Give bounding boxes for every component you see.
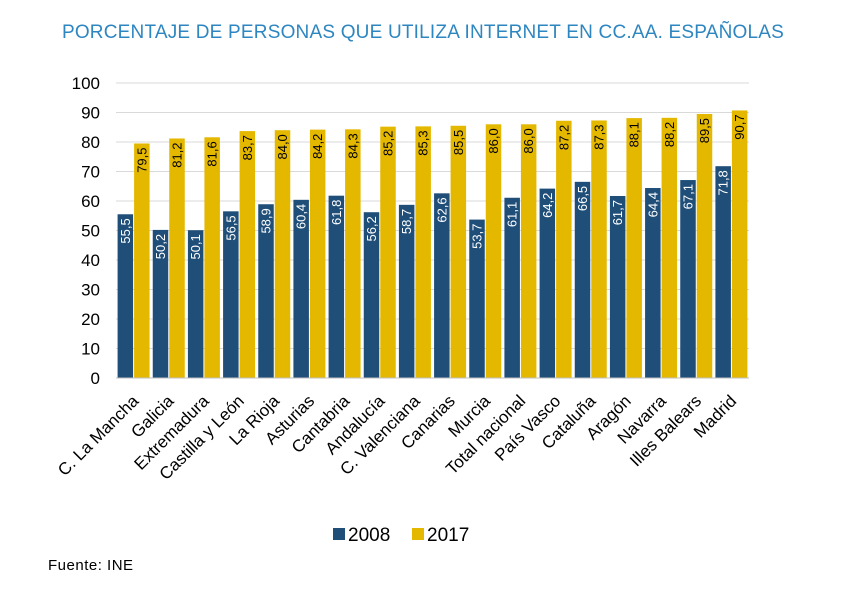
bar-2008 bbox=[398, 204, 415, 378]
data-label-2008: 64,4 bbox=[645, 192, 660, 217]
bar-2008 bbox=[363, 212, 380, 378]
data-label-2008: 71,8 bbox=[716, 170, 731, 195]
bar-2008 bbox=[539, 188, 556, 378]
data-label-2008: 66,5 bbox=[575, 186, 590, 211]
data-label-2008: 64,2 bbox=[540, 193, 555, 218]
bar-2017 bbox=[626, 118, 642, 378]
bar-2017 bbox=[380, 126, 396, 378]
data-label-2017: 84,3 bbox=[345, 133, 360, 158]
data-label-2017: 85,3 bbox=[416, 130, 431, 155]
bar-2008 bbox=[117, 214, 134, 378]
data-label-2017: 85,2 bbox=[381, 131, 396, 156]
bar-2017 bbox=[591, 120, 607, 378]
legend-swatch-2008 bbox=[333, 528, 345, 540]
x-tick-label: C. La Mancha bbox=[54, 391, 143, 480]
data-label-2008: 50,2 bbox=[153, 234, 168, 259]
data-label-2017: 84,0 bbox=[275, 134, 290, 159]
bar-2008 bbox=[223, 211, 239, 378]
chart-title: PORCENTAJE DE PERSONAS QUE UTILIZA INTER… bbox=[61, 22, 785, 43]
bar-2008 bbox=[680, 180, 696, 378]
bar-2008 bbox=[293, 199, 309, 378]
bar-2017 bbox=[309, 129, 326, 378]
bar-2017 bbox=[485, 124, 502, 378]
data-label-2017: 88,1 bbox=[627, 122, 642, 147]
bar-2008 bbox=[645, 188, 661, 378]
y-tick-label: 80 bbox=[81, 133, 100, 152]
legend-label-2017: 2017 bbox=[427, 525, 469, 546]
data-label-2008: 62,6 bbox=[434, 197, 449, 222]
y-tick-label: 100 bbox=[72, 74, 100, 93]
data-label-2008: 53,7 bbox=[470, 224, 485, 249]
data-label-2008: 55,5 bbox=[118, 218, 133, 243]
bar-2008 bbox=[152, 229, 169, 378]
y-tick-label: 10 bbox=[81, 340, 100, 359]
data-label-2008: 60,4 bbox=[294, 204, 309, 229]
bar-2017 bbox=[661, 117, 678, 378]
bar-2008 bbox=[187, 230, 204, 378]
data-label-2017: 86,0 bbox=[486, 128, 501, 153]
bar-2017 bbox=[239, 131, 256, 378]
bar-2017 bbox=[520, 124, 537, 378]
data-label-2017: 81,6 bbox=[205, 141, 220, 166]
data-label-2017: 85,5 bbox=[451, 130, 466, 155]
data-label-2008: 58,7 bbox=[399, 209, 414, 234]
bar-2017 bbox=[731, 110, 748, 378]
bar-2008 bbox=[715, 166, 731, 378]
data-label-2017: 90,7 bbox=[732, 114, 747, 139]
y-tick-label: 20 bbox=[81, 310, 100, 329]
legend: 2008 2017 bbox=[333, 525, 469, 546]
bar-2008 bbox=[328, 195, 345, 378]
bar-2017 bbox=[169, 138, 185, 378]
data-label-2017: 88,2 bbox=[662, 122, 677, 147]
data-label-2008: 61,1 bbox=[505, 202, 520, 227]
data-label-2008: 58,9 bbox=[259, 208, 274, 233]
y-tick-label: 0 bbox=[91, 369, 100, 388]
bar-2008 bbox=[434, 193, 450, 378]
data-label-2008: 61,8 bbox=[329, 200, 344, 225]
bar-2008 bbox=[258, 204, 274, 378]
bar-2017 bbox=[204, 137, 220, 378]
bar-2017 bbox=[345, 129, 361, 378]
y-tick-label: 70 bbox=[81, 163, 100, 182]
bar-2017 bbox=[274, 130, 291, 378]
y-tick-label: 60 bbox=[81, 192, 100, 211]
y-tick-label: 90 bbox=[81, 104, 100, 123]
data-label-2017: 81,2 bbox=[170, 142, 185, 167]
data-label-2017: 79,5 bbox=[134, 147, 149, 172]
data-label-2008: 56,5 bbox=[223, 215, 238, 240]
bar-2017 bbox=[415, 126, 431, 379]
data-label-2008: 56,2 bbox=[364, 216, 379, 241]
bar-2017 bbox=[134, 143, 150, 378]
data-label-2008: 67,1 bbox=[681, 184, 696, 209]
data-label-2017: 87,3 bbox=[592, 124, 607, 149]
legend-swatch-2017 bbox=[412, 528, 424, 540]
bar-2017 bbox=[556, 120, 572, 378]
data-label-2008: 50,1 bbox=[188, 234, 203, 259]
bar-2017 bbox=[696, 113, 713, 378]
data-label-2017: 86,0 bbox=[521, 128, 536, 153]
bar-2008 bbox=[469, 219, 485, 378]
source-note: Fuente: INE bbox=[48, 557, 134, 574]
data-label-2017: 83,7 bbox=[240, 135, 255, 160]
data-label-2017: 84,2 bbox=[310, 134, 325, 159]
data-label-2017: 87,2 bbox=[556, 125, 571, 150]
y-tick-label: 50 bbox=[81, 222, 100, 241]
bar-2008 bbox=[504, 197, 520, 378]
y-tick-label: 30 bbox=[81, 281, 100, 300]
data-label-2017: 89,5 bbox=[697, 118, 712, 143]
y-tick-label: 40 bbox=[81, 251, 100, 270]
bar-2017 bbox=[450, 125, 467, 379]
data-label-2008: 61,7 bbox=[610, 200, 625, 225]
bar-2008 bbox=[609, 195, 626, 378]
legend-label-2008: 2008 bbox=[348, 525, 390, 546]
bar-2008 bbox=[574, 181, 591, 378]
